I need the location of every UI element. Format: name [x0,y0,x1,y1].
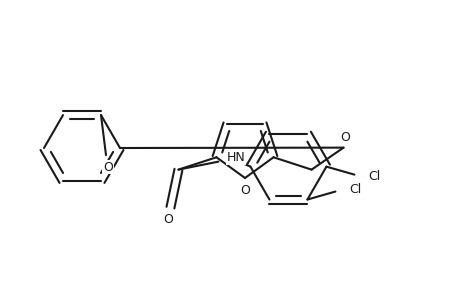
Text: O: O [163,213,173,226]
Text: Cl: Cl [349,183,361,196]
Text: HN: HN [226,151,245,164]
Text: O: O [340,131,350,144]
Text: O: O [240,184,249,196]
Text: Cl: Cl [368,170,380,183]
Text: O: O [103,160,113,174]
